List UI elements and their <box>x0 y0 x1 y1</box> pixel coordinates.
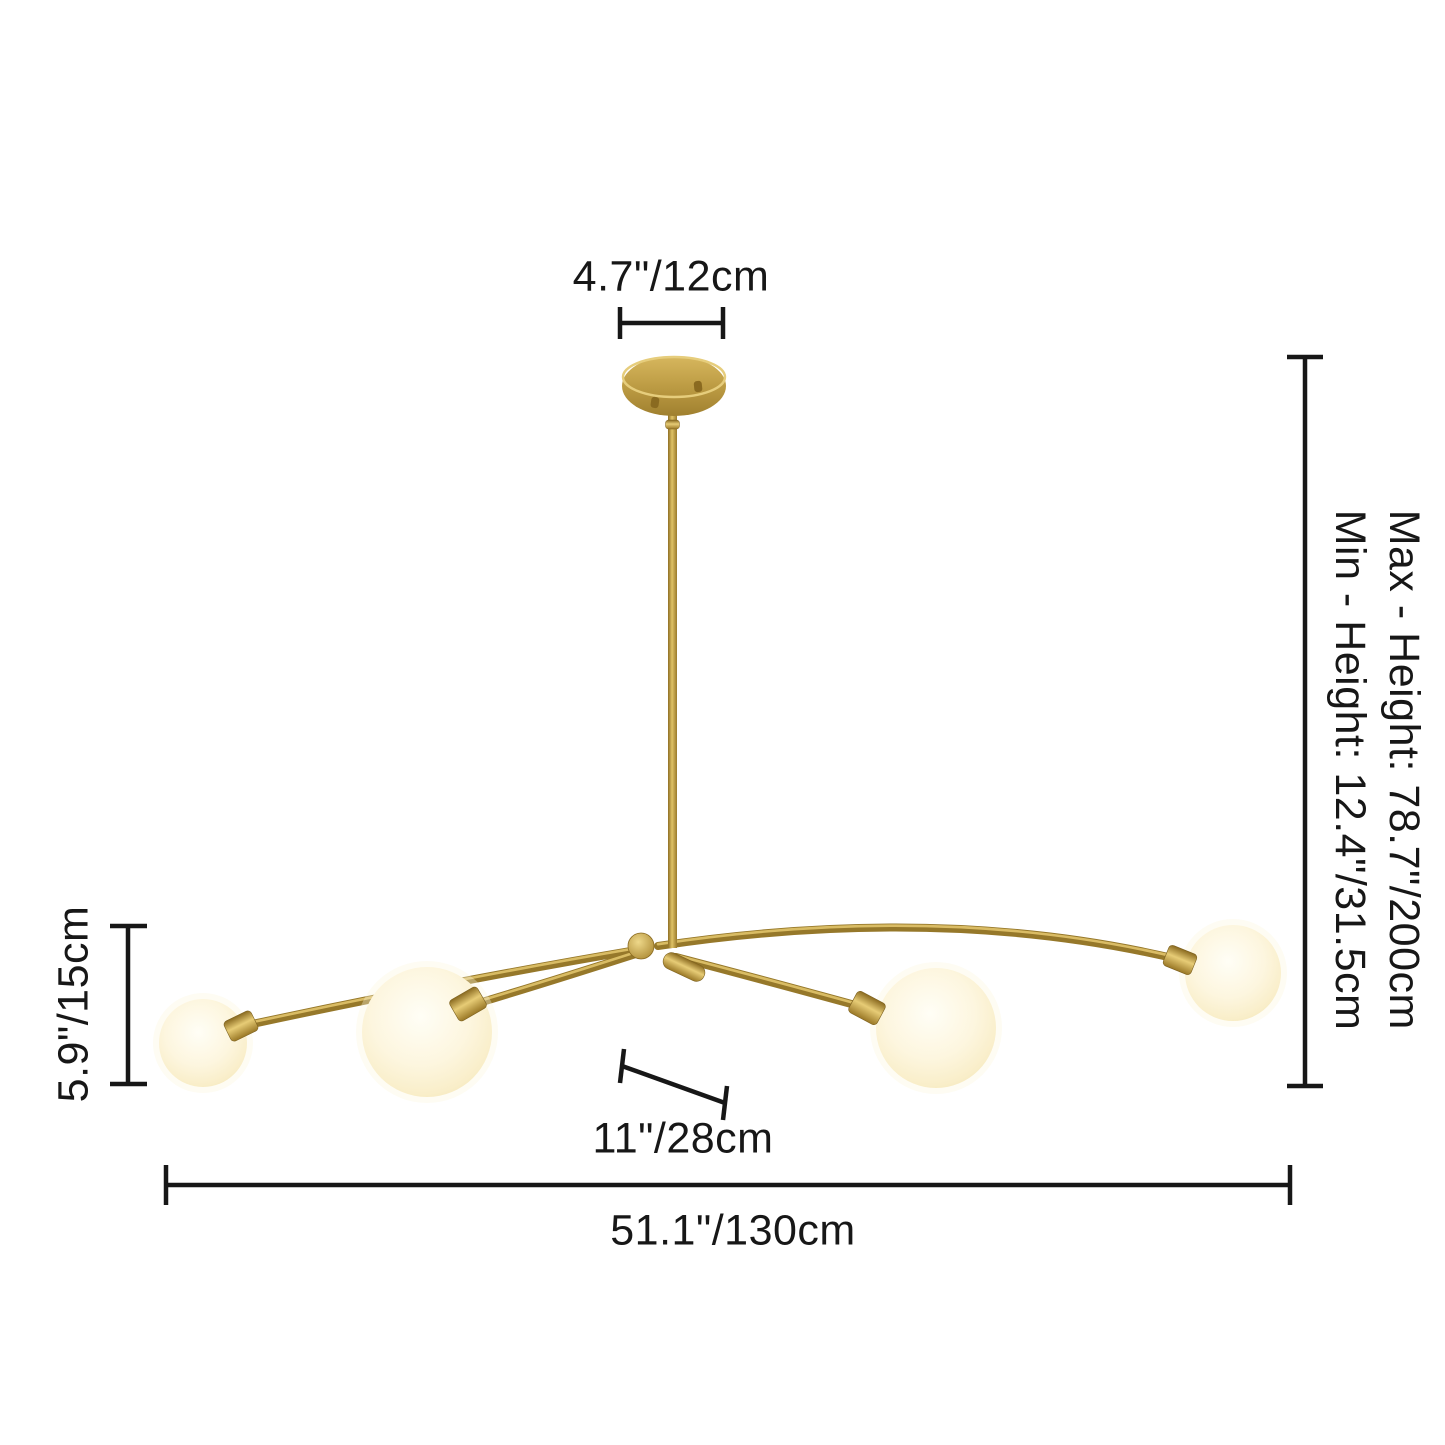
label-height-range: Max - Height: 78.7"/200cm Min - Height: … <box>1323 510 1431 1031</box>
arm-left-center <box>468 947 649 1009</box>
ceiling-canopy <box>621 355 727 416</box>
label-light-height: 5.9"/15cm <box>49 905 98 1103</box>
chandelier <box>153 355 1287 1103</box>
center-hub <box>627 932 706 982</box>
dim-arm-offset <box>617 1048 730 1121</box>
socket-far-left <box>223 1010 259 1042</box>
socket-far-right <box>1162 945 1198 975</box>
globe-right-center <box>870 962 1002 1094</box>
socket-left-center <box>449 986 487 1022</box>
dim-canopy-width <box>617 307 726 339</box>
label-canopy-width: 4.7"/12cm <box>572 252 770 301</box>
label-overall-width: 51.1"/130cm <box>610 1206 856 1255</box>
dim-height <box>1287 354 1323 1089</box>
globe-far-right <box>1179 919 1287 1027</box>
globe-far-left <box>153 993 253 1093</box>
dimension-lines <box>110 307 1323 1205</box>
socket-right-center <box>848 991 886 1025</box>
label-arm-offset: 11"/28cm <box>592 1114 774 1163</box>
arm-right-center <box>672 953 870 1012</box>
dim-light-height <box>110 923 147 1087</box>
arm-far-right <box>654 923 1185 964</box>
sockets <box>223 945 1198 1042</box>
label-max-height: Max - Height: 78.7"/200cm <box>1380 509 1428 1030</box>
label-min-height: Min - Height: 12.4"/31.5cm <box>1326 509 1374 1031</box>
dim-overall-width <box>163 1165 1293 1205</box>
down-rod <box>665 392 680 948</box>
globe-left-center <box>356 961 498 1103</box>
